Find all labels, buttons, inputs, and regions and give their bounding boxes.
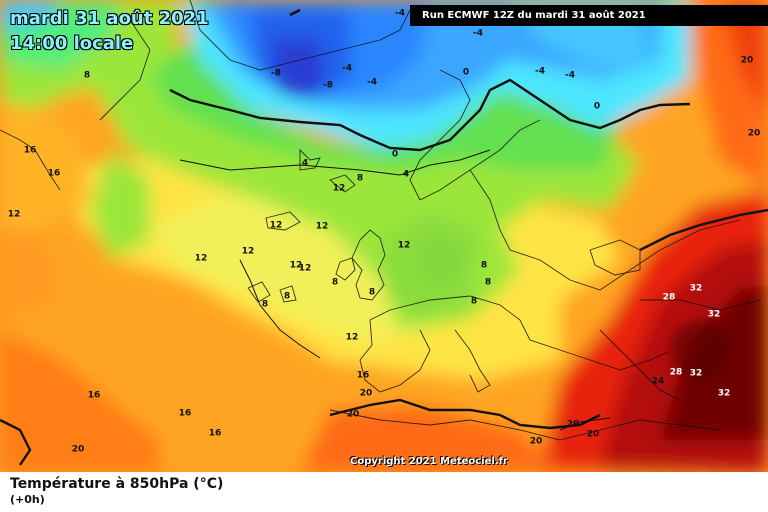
isotherm-label: 0 — [463, 68, 469, 78]
isotherm-label: 20 — [360, 389, 373, 399]
isotherm-label: -4 — [473, 29, 483, 39]
isotherm-label: 12 — [346, 333, 359, 343]
isotherm-label: 28 — [670, 368, 683, 378]
isotherm-label: 12 — [290, 261, 303, 271]
legend-title: Température à 850hPa (°C) — [10, 476, 224, 492]
model-run-banner: Run ECMWF 12Z du mardi 31 août 2021 — [410, 5, 768, 26]
isotherm-label: 32 — [690, 284, 703, 294]
isotherm-label: 16 — [209, 429, 222, 439]
isotherm-label: 8 — [262, 300, 268, 310]
isotherm-label: 12 — [270, 221, 283, 231]
isotherm-label: 8 — [369, 288, 375, 298]
isotherm-label: 20 — [567, 420, 580, 430]
isotherm-contours — [0, 8, 768, 466]
map-time-title: 14:00 locale — [10, 33, 134, 54]
isotherm-label: 8 — [485, 278, 491, 288]
isotherm-label: 32 — [690, 369, 703, 379]
isotherm-label: 12 — [242, 247, 255, 257]
isotherm-label: 16 — [24, 146, 37, 156]
isotherm-label: 20 — [741, 56, 754, 66]
isotherm-label: 12 — [316, 222, 329, 232]
isotherm-label: 8 — [481, 261, 487, 271]
legend-bar — [0, 472, 768, 512]
isotherm-label: 12 — [195, 254, 208, 264]
isotherm-label: 16 — [179, 409, 192, 419]
map-date-title: mardi 31 août 2021 — [10, 8, 209, 29]
isotherm-label: 12 — [299, 264, 312, 274]
isotherm-label: 4 — [302, 159, 308, 169]
isotherm-label: -4 — [395, 9, 405, 19]
isotherm-label: 20 — [347, 410, 360, 420]
isotherm-label: -8 — [271, 69, 281, 79]
isotherm-label: 20 — [530, 437, 543, 447]
isotherm-label: 12 — [398, 241, 411, 251]
isotherm-label: 12 — [333, 184, 346, 194]
isotherm-label: 12 — [8, 210, 21, 220]
isotherm-label: 8 — [332, 278, 338, 288]
isotherm-label: -8 — [323, 81, 333, 91]
contour-labels: -8-8-4-4-4-4-4 -4000448888888881212121212… — [8, 9, 761, 455]
isotherm-label: 24 — [652, 377, 665, 387]
isotherm-label: 20 — [748, 129, 761, 139]
isotherm-label: 8 — [357, 174, 363, 184]
isotherm-label: 8 — [471, 297, 477, 307]
isotherm-label: -4 — [367, 78, 377, 88]
isotherm-label: 16 — [48, 169, 61, 179]
isotherm-label: 16 — [88, 391, 101, 401]
isotherm-label: -4 — [342, 64, 352, 74]
isotherm-label: -4 — [565, 71, 575, 81]
isotherm-label: 32 — [718, 389, 731, 399]
isotherm-label: 0 — [594, 102, 600, 112]
isotherm-label: -4 — [535, 67, 545, 77]
coastlines — [0, 0, 761, 441]
isotherm-label: 8 — [284, 292, 290, 302]
isotherm-label: 28 — [663, 293, 676, 303]
legend-subtitle: (+0h) — [10, 493, 45, 506]
isotherm-label: 4 — [403, 170, 409, 180]
isotherm-label: 16 — [357, 371, 370, 381]
isotherm-label: 20 — [72, 445, 85, 455]
copyright-text: Copyright 2021 Meteociel.fr — [350, 456, 508, 467]
isotherm-label: 8 — [84, 71, 90, 81]
isotherm-label: 0 — [392, 150, 398, 160]
isotherm-label: 32 — [708, 310, 721, 320]
thin-contours — [179, 149, 611, 431]
isotherm-label: 20 — [587, 430, 600, 440]
temperature-field — [0, 0, 768, 472]
